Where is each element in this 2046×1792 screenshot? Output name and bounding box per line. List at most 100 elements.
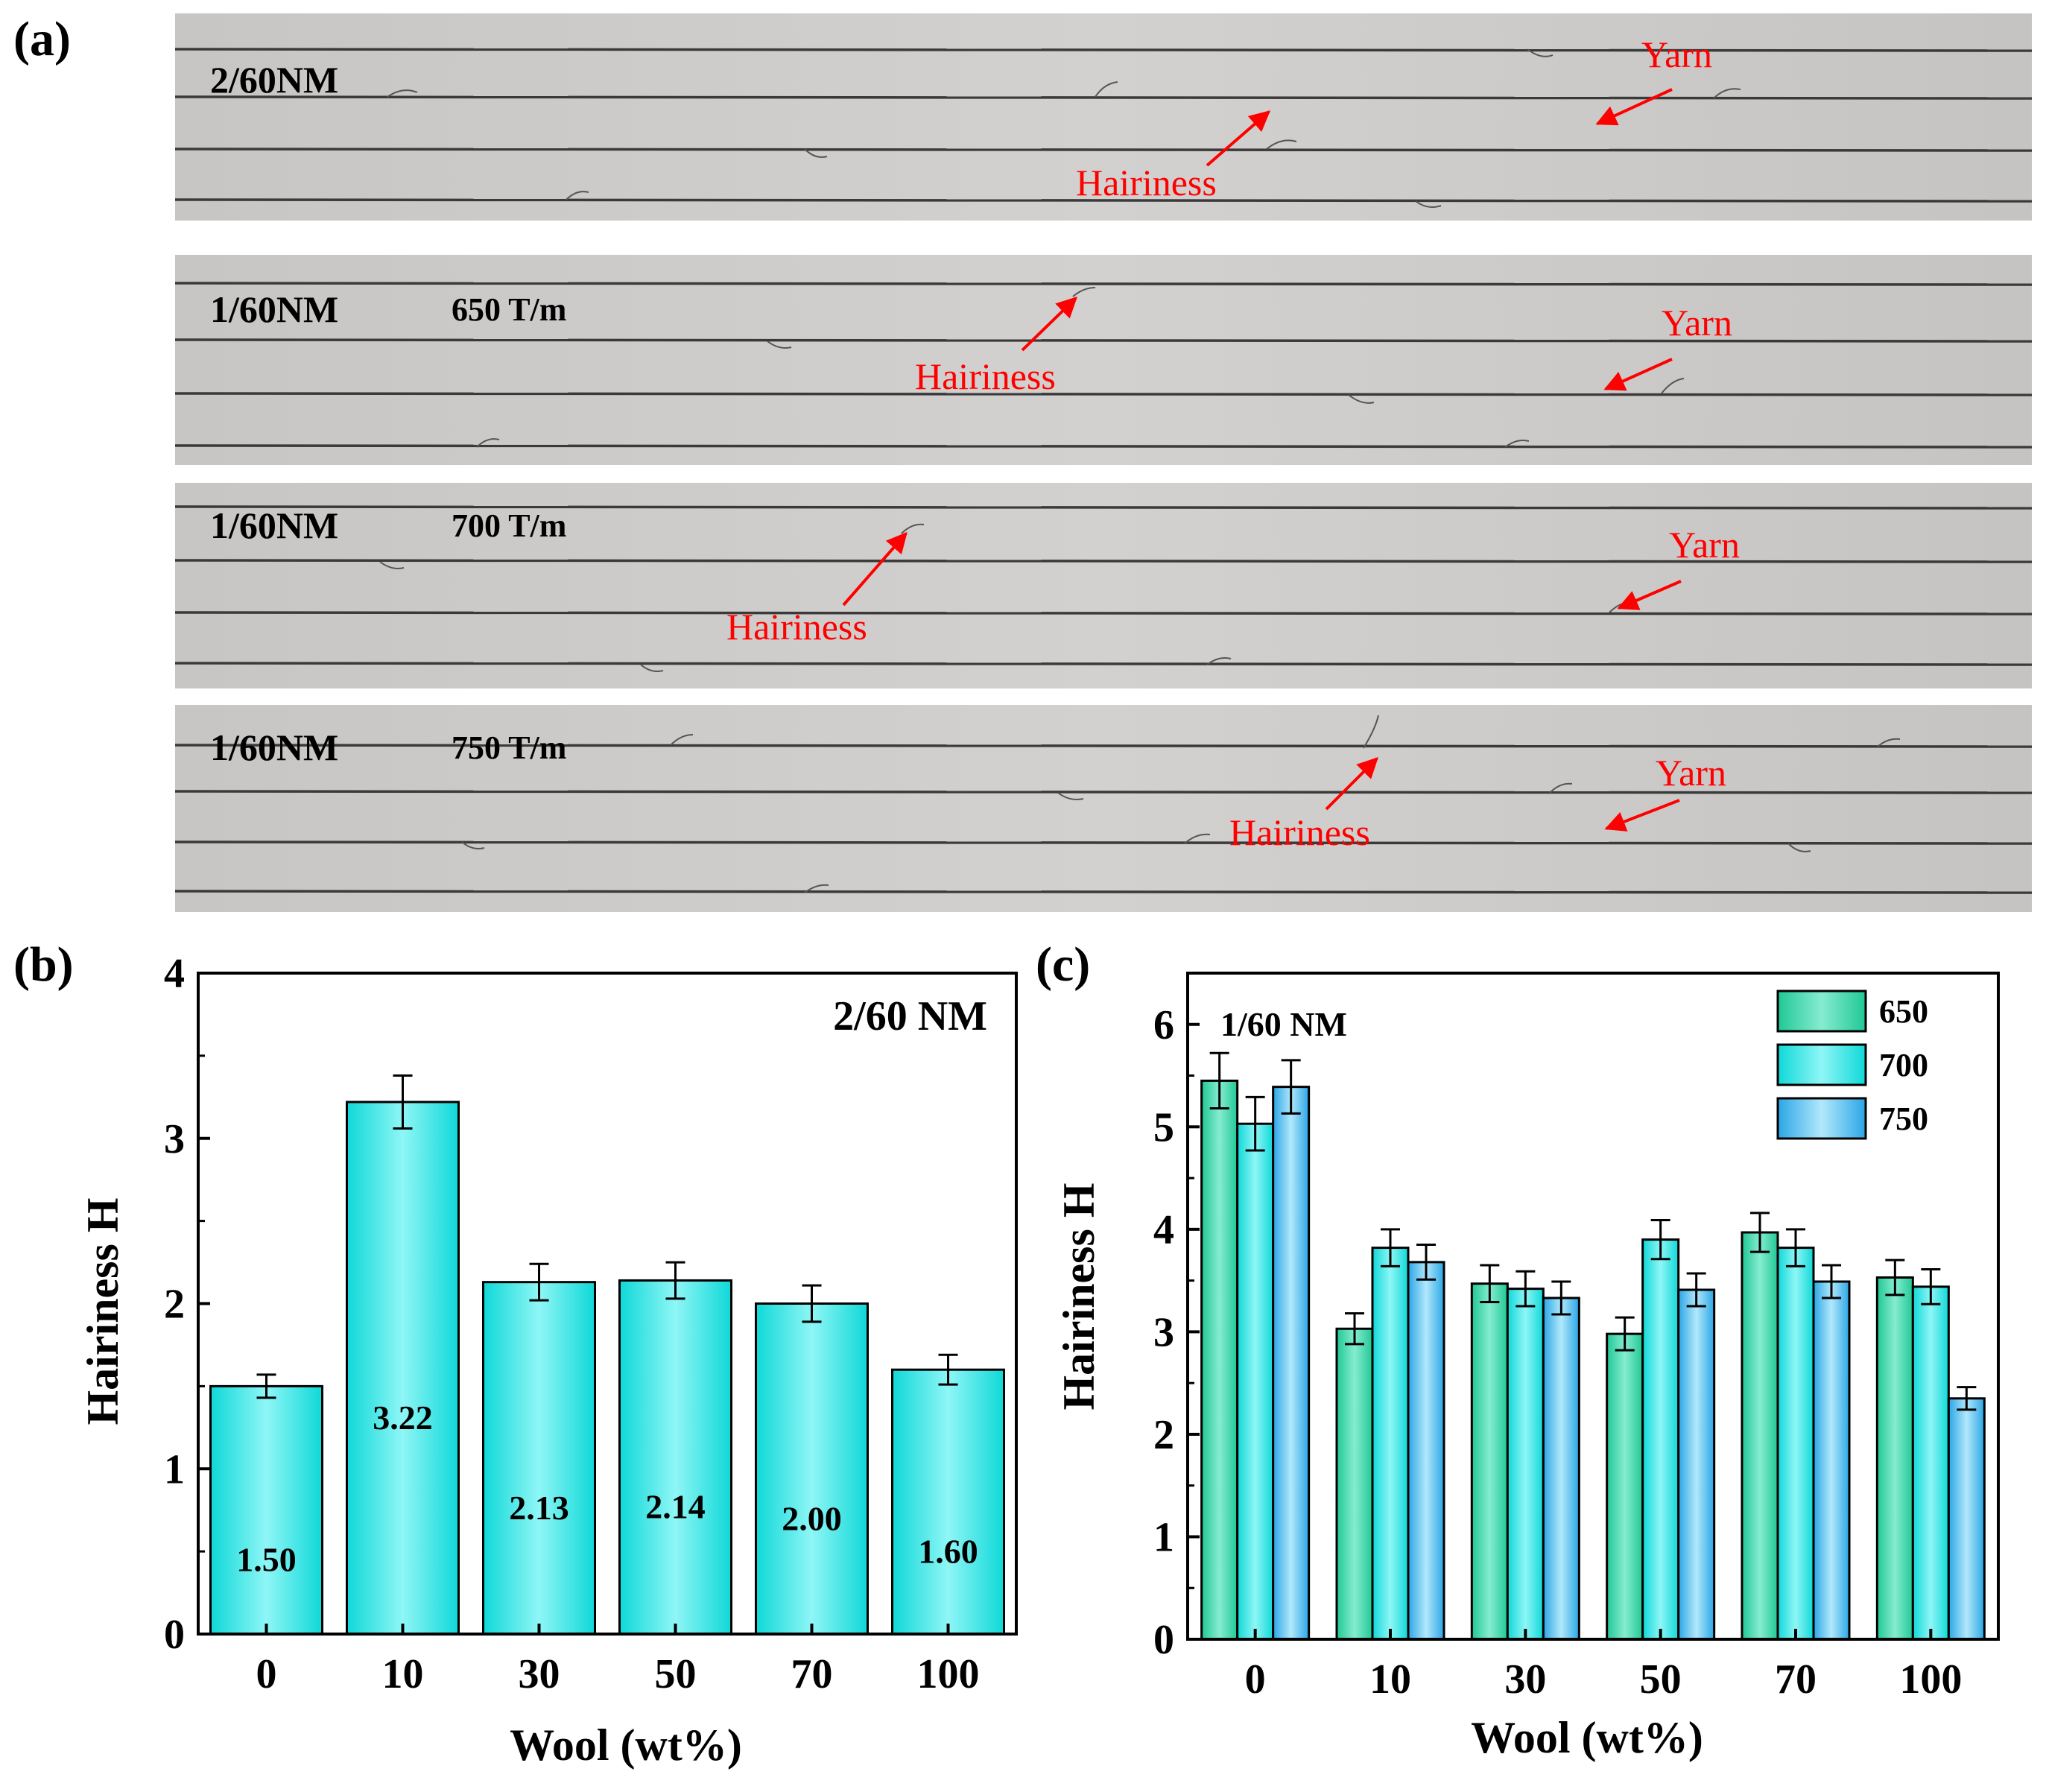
chart-c-y-tick-label: 6	[1153, 1002, 1174, 1048]
legend-label-750: 750	[1879, 1101, 1928, 1137]
chart-c-error-bar-750-100	[1957, 1386, 1977, 1411]
chart-b-bar-0	[209, 1384, 323, 1636]
photo-2-hairiness-arrow	[1021, 297, 1078, 352]
photo-2-hairiness-label: Hairiness	[915, 355, 1056, 397]
chart-b-error-bar-30	[529, 1262, 549, 1302]
chart-b-x-tick-label: 70	[791, 1651, 833, 1697]
chart-c-bar-700-100	[1911, 1285, 1950, 1641]
photo-3-hairiness-arrow	[842, 531, 908, 607]
yarn-photo-1: 2/60NM Hairiness Yarn	[174, 13, 2033, 221]
photo-3-yarn-label: Yarn	[1669, 524, 1740, 566]
legend-swatch-700	[1776, 1043, 1867, 1086]
chart-c-bar-650-70	[1741, 1231, 1779, 1641]
chart-b-x-tick-label: 0	[256, 1651, 277, 1697]
chart-b-bar-value-label: 1.50	[236, 1541, 297, 1579]
chart-b-axes: 0 1 2 3 4 0 10 30 50 70 100	[164, 951, 1018, 1697]
chart-c-bar-650-100	[1875, 1276, 1914, 1641]
chart-c-bar-700-0	[1236, 1122, 1275, 1641]
chart-b-x-tick-label: 30	[519, 1651, 560, 1697]
chart-c-error-bar-650-0	[1209, 1051, 1229, 1110]
chart-b-x-axis-title: Wool (wt%)	[510, 1720, 742, 1770]
chart-c-x-tick-label: 10	[1369, 1656, 1411, 1703]
chart-c-error-bar-700-100	[1921, 1267, 1941, 1305]
chart-b-bar-value-label: 3.22	[373, 1399, 433, 1437]
chart-c-error-bar-650-50	[1615, 1316, 1635, 1352]
chart-c-plot-frame	[1186, 972, 2000, 1641]
chart-c-bars	[1200, 1051, 1986, 1641]
chart-c-bar-650-0	[1200, 1079, 1239, 1641]
photo-2-yarn-label: Yarn	[1662, 302, 1732, 343]
chart-b-error-bar-10	[393, 1074, 413, 1130]
chart-b-y-tick-label: 4	[164, 951, 185, 997]
chart-c-bar-650-50	[1606, 1332, 1644, 1641]
chart-b-bar-10	[346, 1101, 460, 1636]
photo-3-yarn-arrow	[1617, 580, 1682, 610]
chart-c-error-bar-650-30	[1480, 1264, 1500, 1303]
chart-c-bar-750-0	[1272, 1086, 1311, 1641]
chart-c-error-bar-700-70	[1786, 1228, 1805, 1267]
panel-c-label: (c)	[1036, 937, 1090, 992]
chart-b-bar-value-label: 1.60	[918, 1533, 978, 1571]
photo-4-background	[175, 705, 2032, 912]
panel-b-label: (b)	[13, 937, 74, 992]
chart-c-bar-700-10	[1371, 1247, 1410, 1641]
photo-2-yarn-arrow	[1603, 358, 1673, 391]
yarn-photo-3: 1/60NM 700 T/m Hairiness Yarn	[174, 483, 2033, 688]
photo-4-hairiness-label: Hairiness	[1229, 811, 1370, 853]
yarn-photo-2: 1/60NM 650 T/m Hairiness Yarn	[174, 255, 2033, 465]
chart-c-x-tick-label: 30	[1504, 1656, 1546, 1703]
chart-c-bar-750-70	[1812, 1280, 1851, 1641]
chart-c-y-tick-label: 5	[1153, 1104, 1174, 1150]
chart-c-error-bar-700-0	[1245, 1095, 1265, 1152]
chart-c-bar-750-30	[1542, 1296, 1580, 1641]
photo-1-hair-fibers	[387, 48, 1741, 208]
chart-b-x-tick-label: 100	[917, 1651, 980, 1697]
photo-3-background	[175, 483, 2032, 688]
chart-b-error-bar-100	[938, 1353, 958, 1386]
chart-c-legend: 650 700 750	[1776, 990, 1928, 1140]
photo-1-yarn-arrow	[1595, 88, 1673, 126]
chart-c-y-tick-label: 1	[1153, 1514, 1174, 1560]
chart-b: 1.50 3.22 2.13 2.14 2.00 1.60 0 1 2 3 4 0 10 30 50 70 1…	[78, 951, 1018, 1770]
photo-4-twist: 750 T/m	[452, 729, 566, 766]
chart-c-annotation: 1/60 NM	[1220, 1005, 1347, 1043]
photo-4-yarn-lines	[174, 743, 2033, 895]
chart-b-x-tick-label: 10	[382, 1651, 424, 1697]
chart-c-error-bar-750-30	[1551, 1280, 1571, 1316]
chart-b-x-tick-label: 50	[655, 1651, 697, 1697]
chart-c-bar-700-70	[1776, 1247, 1815, 1641]
photo-3-twist: 700 T/m	[452, 507, 566, 544]
chart-b-bar-50	[618, 1279, 732, 1636]
chart-b-bar-value-label: 2.14	[645, 1488, 706, 1526]
chart-c-y-tick-label: 3	[1153, 1309, 1174, 1355]
chart-c-bar-700-50	[1641, 1238, 1680, 1641]
photo-1-hairiness-label: Hairiness	[1076, 162, 1217, 203]
photo-4-spec: 1/60NM	[210, 726, 338, 768]
chart-b-y-tick-label: 3	[164, 1116, 185, 1162]
chart-b-y-axis-title: Hairiness H	[78, 1197, 127, 1425]
chart-b-y-tick-label: 1	[164, 1446, 185, 1492]
photo-1-hairiness-arrow	[1206, 110, 1271, 167]
chart-c: 0 1 2 3 4 5 6 0 10 30 50 70 100 1/60 NM 650 700 750 Wo…	[1054, 972, 2000, 1762]
chart-b-annotation: 2/60 NM	[833, 993, 987, 1039]
chart-b-y-tick-label: 2	[164, 1282, 185, 1328]
panel-a-label: (a)	[13, 12, 71, 66]
chart-b-error-bar-0	[256, 1373, 276, 1399]
chart-c-y-tick-label: 2	[1153, 1412, 1174, 1458]
chart-c-axes: 0 1 2 3 4 5 6 0 10 30 50 70 100	[1153, 972, 2000, 1703]
chart-c-x-tick-label: 0	[1245, 1656, 1266, 1703]
chart-b-bar-100	[891, 1368, 1005, 1636]
legend-label-650: 650	[1879, 993, 1928, 1030]
photo-2-twist: 650 T/m	[452, 291, 566, 328]
photo-4-hair-fibers	[461, 715, 1901, 893]
chart-c-x-tick-label: 70	[1775, 1656, 1817, 1703]
chart-b-bar-value-label: 2.13	[509, 1489, 569, 1527]
photo-2-yarn-lines	[174, 281, 2033, 449]
chart-c-y-tick-label: 0	[1153, 1617, 1174, 1663]
chart-b-y-tick-label: 0	[164, 1612, 185, 1658]
chart-c-y-tick-label: 4	[1153, 1207, 1174, 1253]
chart-c-x-tick-label: 100	[1899, 1656, 1962, 1703]
chart-b-bar-30	[482, 1281, 596, 1636]
chart-b-bars: 1.50 3.22 2.13 2.14 2.00 1.60	[209, 1074, 1005, 1636]
